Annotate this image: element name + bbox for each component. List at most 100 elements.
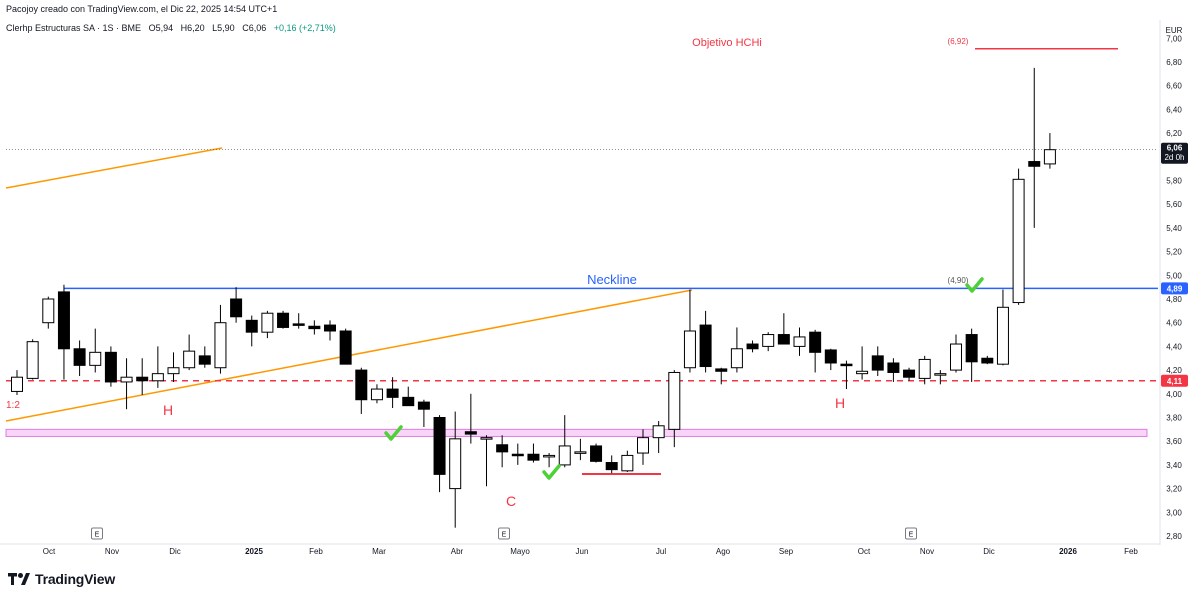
candle[interactable] [104,346,117,387]
candle[interactable] [683,289,696,373]
candle[interactable] [11,370,23,395]
candle[interactable] [856,346,869,380]
candle[interactable] [402,386,415,407]
candle[interactable] [136,358,149,395]
candle-body [840,363,853,367]
candle[interactable] [699,310,712,373]
candle-body [292,323,305,326]
candle[interactable] [151,346,164,388]
check-mark-icon [384,425,403,441]
left-shoulder-label: H [163,402,173,418]
candle[interactable] [355,367,368,414]
candle[interactable] [637,429,649,465]
price-tick-label: 5,40 [1166,224,1182,233]
check-mark-icon [965,277,984,293]
candle[interactable] [292,313,305,329]
candle[interactable] [871,346,884,377]
candle[interactable] [261,310,274,339]
candle[interactable] [730,327,743,373]
candle[interactable] [950,334,962,373]
candle[interactable] [89,328,102,373]
candle[interactable] [308,320,321,335]
candle[interactable] [574,438,587,461]
ohlc-high: H6,20 [180,23,205,33]
candle[interactable] [793,327,806,356]
candle[interactable] [996,289,1009,366]
candle[interactable] [840,360,853,390]
candle[interactable] [965,328,978,382]
earnings-marker[interactable]: E [91,527,103,540]
tradingview-footer[interactable]: TradingView [8,571,115,587]
ohlc-open: O5,94 [148,23,174,33]
candle[interactable] [746,340,759,353]
candle[interactable] [339,328,352,365]
upper-trend-line[interactable] [5,147,223,189]
price-tick-label: 4,20 [1166,366,1182,375]
candle[interactable] [42,296,55,329]
candle[interactable] [777,313,790,345]
candle[interactable] [167,352,180,382]
candle[interactable] [480,435,493,487]
candle[interactable] [715,367,728,385]
candle[interactable] [370,384,383,404]
candle[interactable] [198,346,211,368]
candle[interactable] [918,355,931,385]
candle[interactable] [511,443,524,465]
price-tick-label: 3,60 [1166,437,1182,446]
candle[interactable] [527,443,540,463]
symbol-name[interactable]: Clerhp Estructuras SA · 1S · BME [6,23,142,33]
candle[interactable] [668,370,681,448]
candle[interactable] [887,358,900,382]
candle-body [151,373,164,382]
check-mark-icon [542,464,561,480]
earnings-letter: E [502,532,507,539]
candle[interactable] [417,399,430,427]
candle[interactable] [762,332,775,352]
candle[interactable] [809,329,822,373]
support-zone-band[interactable] [5,428,1148,437]
candle-body [370,388,383,401]
candle[interactable] [26,339,39,380]
candle[interactable] [590,443,603,463]
candle-body [120,376,133,383]
candle[interactable] [934,370,947,385]
candle[interactable] [1012,168,1025,305]
candle[interactable] [1028,67,1041,228]
candle[interactable] [230,287,243,323]
objective-label: Objetivo HCHi [692,37,762,49]
candle[interactable] [558,415,571,468]
candle[interactable] [386,377,399,409]
candle[interactable] [73,340,86,377]
candle[interactable] [1043,133,1056,169]
candle[interactable] [214,304,227,374]
candle[interactable] [449,411,462,528]
candle[interactable] [824,348,837,371]
candle[interactable] [981,355,994,365]
candle[interactable] [605,455,618,474]
candle[interactable] [433,415,446,493]
candle[interactable] [57,284,70,380]
candle[interactable] [464,393,477,444]
candle-body [762,334,775,347]
candle[interactable] [277,310,290,329]
time-tick-label: Jun [576,547,589,556]
candle-body [683,330,696,369]
candle-body [715,368,728,372]
candle[interactable] [245,315,258,347]
candle[interactable] [652,421,665,454]
price-tick-label: 4,00 [1166,390,1182,399]
candle[interactable] [496,435,509,468]
candle[interactable] [120,358,133,410]
candle-body [511,453,524,457]
candle[interactable] [324,320,336,341]
candle[interactable] [621,450,634,473]
earnings-marker[interactable]: E [905,527,917,540]
neckline-price-value: 4,89 [1167,284,1183,293]
candle[interactable] [183,334,196,371]
candle[interactable] [543,453,556,468]
earnings-marker[interactable]: E [498,527,510,540]
candle-body [480,437,493,440]
candle[interactable] [903,367,916,381]
current-price-value: 6,06 [1167,144,1183,153]
